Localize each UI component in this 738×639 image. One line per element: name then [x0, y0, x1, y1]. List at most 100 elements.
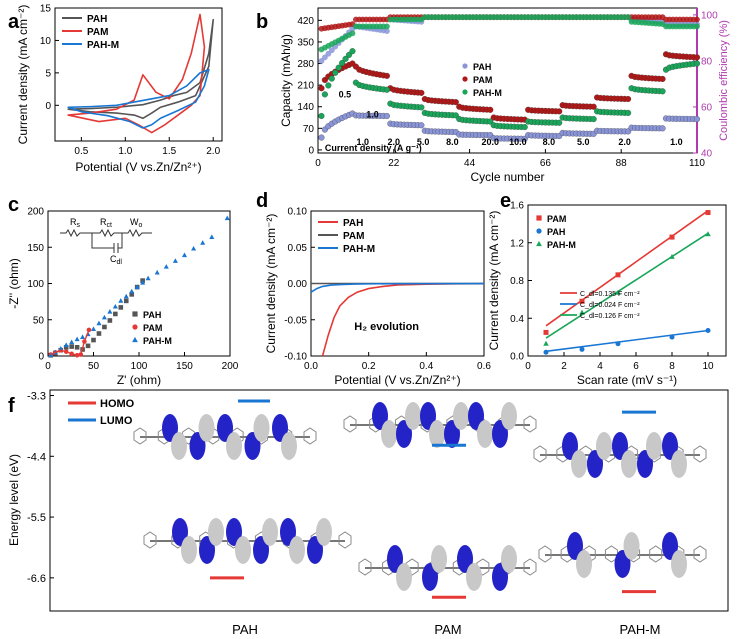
orbital-lobe-gray [396, 563, 412, 591]
eis-point-PAH-M [123, 293, 129, 299]
y-tick-label: 0.0 [510, 352, 524, 363]
legend-label: PAM [87, 27, 108, 38]
legend-label: PAH-M [547, 240, 576, 250]
eis-point-PAH [96, 331, 102, 336]
molecule-orbital [343, 402, 537, 448]
eis-point-PAH [129, 292, 135, 297]
y2-tick-label: 60 [701, 102, 713, 113]
capacity-point-PAH-M [332, 69, 339, 76]
y-tick-label: 200 [27, 207, 44, 218]
eis-point-PAH-M [134, 284, 140, 289]
molecule-ring [538, 545, 552, 563]
eis-point-PAH-M [129, 288, 135, 294]
x-tick-label: 1.0 [118, 146, 132, 157]
x-tick-label: 0.2 [362, 361, 376, 372]
eis-point-PAH-M [118, 298, 124, 303]
orbital-lobe-blue [217, 414, 233, 442]
legend-marker [462, 76, 468, 82]
y-tick-label: 0.4 [510, 314, 524, 325]
capacity-point-PAH-M [383, 86, 390, 93]
eis-point-PAH-M [74, 336, 80, 342]
legend-label: PAH [143, 310, 161, 320]
circuit-subscript: ct [107, 222, 113, 229]
orbital-lobe-gray [623, 532, 640, 560]
orbital-lobe-blue [587, 450, 603, 478]
x-axis-label: Scan rate (mV s⁻¹) [577, 373, 677, 387]
eis-point-PAH [118, 305, 124, 310]
x-tick-label: 0 [45, 361, 51, 372]
circuit-label: Cdl [110, 254, 122, 266]
x-tick-label: 0.5 [74, 146, 88, 157]
eis-point-PAH-M [181, 252, 188, 258]
orbital-lobe-blue [614, 550, 631, 578]
rate-point-PAH [705, 328, 711, 334]
circuit-subscript: dl [117, 259, 123, 266]
x-tick-label: 110 [689, 158, 705, 169]
eis-point-PAH [91, 337, 96, 343]
y-tick-label: 140 [297, 102, 314, 113]
y-tick-label: -0.05 [284, 315, 307, 326]
eis-point-PAH [69, 344, 74, 349]
legend-marker [536, 240, 542, 247]
capacity-point-PAM [659, 75, 666, 83]
rate-point-PAH [579, 346, 585, 352]
orbital-lobe-gray [501, 545, 517, 573]
orbital-lobe-blue [562, 432, 578, 460]
orbital-lobe-gray [171, 432, 187, 460]
eis-point-PAH [102, 324, 107, 330]
ce-point-PAH-M [384, 23, 390, 30]
fit-legend-label: C_dl=0.024 F cm⁻² [580, 302, 640, 309]
y-tick-label: 280 [297, 59, 314, 70]
legend-label: PAH [343, 218, 363, 229]
rate-point-PAH-M [669, 253, 675, 259]
capacity-point-PAM [625, 95, 632, 103]
legend-label: PAM [143, 323, 162, 333]
y-axis-label: Current density (mA cm⁻²) [16, 5, 30, 145]
rate-label: 1.0 [366, 110, 379, 120]
rate-point-PAH [615, 341, 621, 347]
x-tick-label: 6 [633, 361, 639, 372]
rate-point-PAH-M [579, 309, 585, 315]
circuit-label: Rs [70, 217, 81, 229]
legend-marker [132, 311, 138, 317]
eis-point-PAH-M [209, 234, 215, 239]
capacity-point-PAH [418, 122, 425, 129]
x-tick-label: 0 [315, 158, 321, 169]
molecule-ring [343, 415, 357, 433]
orbital-lobe-gray [431, 545, 447, 573]
x-tick-label: 2 [561, 361, 567, 372]
y-tick-label: 0.8 [510, 276, 524, 287]
panel-d: 0.0 0.2 0.4 0.6 -0.10 -0.05 0.00 0.05 0.10 Potent… [256, 190, 491, 387]
y-tick-label: 100 [27, 279, 44, 290]
warburg [122, 228, 152, 238]
y2-tick-label: 100 [701, 10, 718, 21]
capacity-point-PAH [693, 116, 701, 123]
y-axis-label: Current density (mA cm⁻²) [264, 214, 278, 354]
rate-label: 5.0 [577, 137, 590, 147]
x-tick-label: 4 [597, 361, 603, 372]
eis-arc-PAM [50, 329, 90, 356]
eis-point-PAH [63, 345, 69, 350]
lsv-curve-PAH [321, 282, 485, 357]
cv-curve-PAH-M [67, 68, 210, 129]
rate-point-PAM [543, 329, 549, 335]
orbital-lobe-blue [492, 420, 508, 448]
current-density-label: Current density (A g⁻¹) [325, 143, 422, 153]
orbital-lobe-blue [396, 420, 412, 448]
orbital-lobe-blue [422, 563, 438, 591]
orbital-lobe-blue [457, 545, 473, 573]
rate-point-PAM [669, 234, 675, 240]
orbital-lobe-gray [405, 402, 421, 430]
ce-point-PAH [325, 50, 332, 57]
x-axis-label: Cycle number [470, 170, 544, 184]
molecule-ring [693, 445, 707, 463]
y-tick-label: 15 [40, 4, 52, 15]
y-tick-label: 150 [27, 243, 44, 254]
capacity-point-PAM [487, 106, 494, 113]
x-axis-label: Potential (V vs.Zn/Zn²⁺) [334, 373, 460, 387]
y-tick-label: -4.4 [27, 451, 46, 463]
lsv-curve-PAH-M [310, 282, 485, 293]
legend-label: PAM [547, 214, 566, 224]
rate-label: 5.0 [417, 137, 430, 147]
molecule-ring [693, 545, 707, 563]
